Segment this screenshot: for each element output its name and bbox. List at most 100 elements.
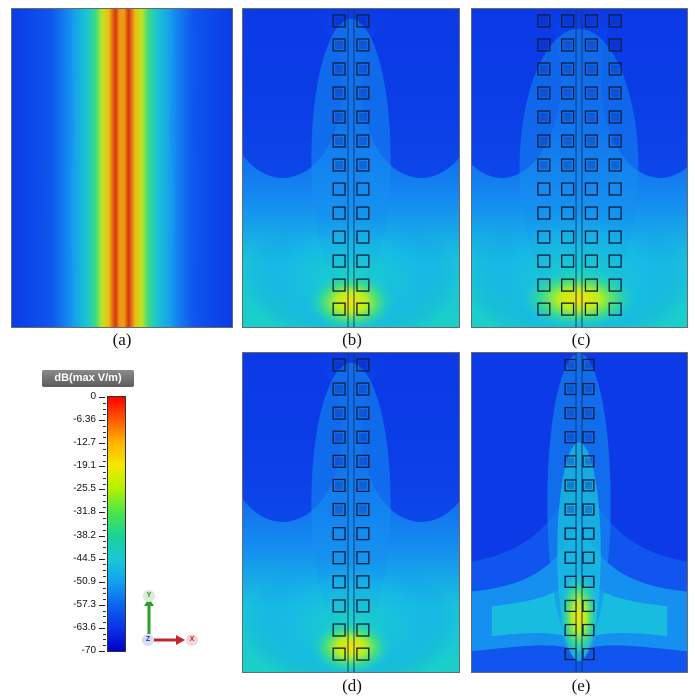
square-resonator — [332, 206, 346, 220]
field-map-panel-d — [242, 352, 460, 673]
square-resonator — [561, 86, 575, 100]
resonator-shading — [563, 40, 572, 49]
colorbar-minor-tick — [103, 472, 106, 474]
colorbar-minor-tick — [103, 402, 106, 404]
square-resonator — [332, 14, 346, 28]
square-resonator — [332, 382, 346, 396]
square-resonator — [332, 430, 346, 444]
square-resonator — [608, 254, 622, 268]
resonator-shading — [587, 137, 596, 145]
caption-a: (a) — [112, 330, 132, 349]
square-resonator — [332, 575, 346, 589]
square-resonator — [561, 206, 575, 220]
square-resonator — [561, 182, 575, 196]
resonator-shading — [567, 481, 575, 489]
square-resonator — [537, 230, 551, 244]
resonator-shading — [563, 64, 572, 73]
field-map-panel-e — [471, 352, 688, 673]
colorbar-minor-tick — [103, 633, 106, 635]
resonator-shading — [358, 481, 367, 490]
colorbar-minor-tick — [103, 477, 106, 479]
square-resonator — [356, 206, 370, 220]
field-map-panel-b — [242, 8, 460, 328]
square-resonator — [332, 647, 346, 661]
square-resonator — [537, 134, 551, 148]
resonator-shading — [335, 64, 344, 73]
resonator-shading — [358, 385, 367, 393]
square-resonator — [332, 110, 346, 124]
resonator-shading — [335, 457, 344, 466]
resonator-shading — [611, 16, 620, 25]
resonator-shading — [335, 385, 344, 393]
square-resonator — [356, 86, 370, 100]
resonator-shading — [358, 505, 367, 514]
square-resonator — [582, 551, 595, 564]
field-map-panel-c — [471, 8, 688, 328]
square-resonator — [582, 623, 595, 637]
resonator-shading — [584, 506, 592, 513]
square-resonator — [608, 110, 622, 124]
resonator-shading — [358, 433, 367, 442]
square-resonator — [332, 38, 346, 52]
colorbar-minor-tick — [103, 518, 106, 520]
square-resonator — [332, 302, 346, 316]
resonator-shading — [335, 137, 344, 145]
colorbar-minor-tick — [103, 524, 106, 525]
resonator-shading — [539, 64, 548, 73]
square-resonator — [537, 86, 551, 100]
colorbar-tick-label: -44.5 — [46, 553, 105, 564]
square-resonator — [332, 358, 346, 372]
square-resonator — [584, 134, 598, 148]
colorbar-minor-tick — [103, 552, 106, 554]
colorbar-minor-tick — [103, 529, 106, 531]
square-resonator — [582, 455, 595, 468]
resonator-shading — [358, 40, 367, 49]
resonator-shading — [335, 360, 344, 369]
square-resonator — [356, 302, 370, 316]
square-resonator — [537, 110, 551, 124]
colorbar-tick-label: 0 — [46, 392, 105, 402]
square-resonator — [608, 182, 622, 196]
resonator-shading — [539, 161, 548, 169]
square-resonator — [608, 86, 622, 100]
resonator-shading — [358, 16, 367, 25]
square-resonator — [332, 182, 346, 196]
colorbar-minor-tick — [103, 414, 106, 416]
square-resonator — [584, 86, 598, 100]
colorbar-minor-tick — [103, 437, 106, 439]
colorbar-tick-label: -6.36 — [46, 415, 105, 425]
square-resonator — [332, 406, 346, 420]
colorbar-minor-tick — [103, 431, 106, 433]
resonator-shading — [563, 137, 572, 145]
colorbar-minor-tick — [103, 587, 106, 589]
square-resonator — [608, 158, 622, 172]
x-axis-label: X — [186, 634, 198, 646]
square-resonator — [332, 454, 346, 468]
square-resonator — [537, 158, 551, 172]
colorbar-minor-tick — [103, 454, 106, 456]
square-resonator — [332, 623, 346, 637]
resonator-shading — [587, 40, 596, 49]
square-resonator — [356, 382, 370, 396]
colorbar-tick-label: -19.1 — [46, 461, 105, 471]
colorbar-minor-tick — [103, 448, 106, 450]
square-resonator — [356, 110, 370, 124]
square-resonator — [356, 478, 370, 493]
colorbar-minor-tick — [103, 564, 106, 566]
resonator-shading — [335, 16, 344, 25]
colorbar-tick-label: -50.9 — [46, 576, 105, 587]
z-axis-label: Z — [142, 634, 154, 646]
colorbar-minor-tick — [103, 500, 106, 502]
colorbar-tick-label: -12.7 — [46, 438, 105, 448]
resonator-shading — [358, 88, 367, 97]
square-resonator — [584, 62, 598, 76]
square-resonator — [332, 502, 346, 517]
resonator-shading — [563, 16, 572, 25]
colorbar-minor-tick — [103, 541, 106, 543]
colorbar-minor-tick — [103, 495, 106, 497]
square-resonator — [561, 158, 575, 172]
colorbar-minor-tick — [103, 408, 106, 410]
resonator-shading — [358, 137, 367, 145]
square-resonator — [537, 182, 551, 196]
square-resonator — [356, 278, 370, 292]
